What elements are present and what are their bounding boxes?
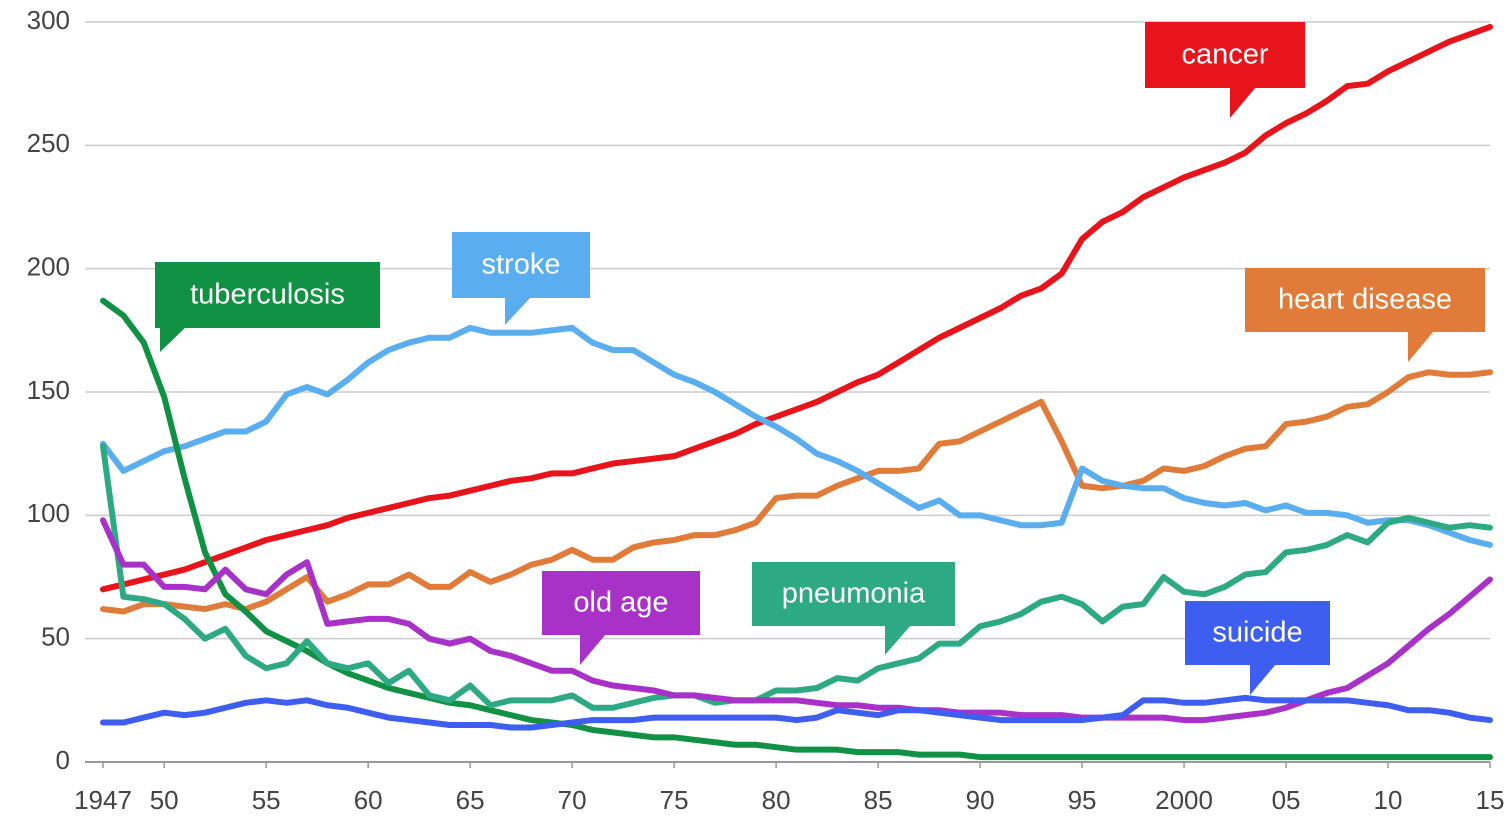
callout-pointer	[580, 634, 606, 665]
callout-pointer	[505, 297, 531, 325]
x-tick-label: 55	[252, 785, 281, 815]
callout-label: heart disease	[1278, 284, 1452, 316]
series-line	[100, 324, 1493, 548]
y-tick-label: 250	[27, 128, 70, 158]
callout: tuberculosis	[155, 262, 380, 352]
callout-box	[752, 562, 955, 626]
callout-label: cancer	[1181, 39, 1268, 71]
callout-label: tuberculosis	[190, 279, 345, 311]
x-tick-label: 50	[150, 785, 179, 815]
x-tick-label: 10	[1374, 785, 1403, 815]
x-tick-label: 65	[456, 785, 485, 815]
y-tick-label: 50	[41, 622, 70, 652]
callout-box	[155, 262, 380, 328]
callout-pointer	[885, 625, 911, 655]
callout: heart disease	[1245, 268, 1485, 362]
callout-label: suicide	[1212, 617, 1302, 649]
callout: old age	[542, 571, 700, 665]
callout: suicide	[1185, 601, 1330, 695]
y-tick-label: 200	[27, 252, 70, 282]
y-tick-label: 300	[27, 5, 70, 35]
callout-label: old age	[573, 587, 668, 619]
callout-pointer	[1230, 87, 1256, 118]
x-tick-label: 75	[660, 785, 689, 815]
x-tick-label: 15	[1476, 785, 1505, 815]
callout-pointer	[1250, 664, 1276, 695]
series-line	[100, 369, 1493, 615]
y-tick-label: 100	[27, 498, 70, 528]
callout-box	[1245, 268, 1485, 332]
y-tick-label: 0	[56, 745, 70, 775]
x-tick-label: 90	[966, 785, 995, 815]
x-tick-label: 2000	[1155, 785, 1213, 815]
series-line	[100, 517, 1493, 724]
callout-label: pneumonia	[782, 578, 926, 610]
callout-label: stroke	[482, 249, 561, 281]
callout-box	[542, 571, 700, 635]
series-line	[100, 694, 1493, 731]
x-tick-label: 05	[1272, 785, 1301, 815]
x-tick-label: 95	[1068, 785, 1097, 815]
callout: stroke	[452, 232, 590, 325]
callout-pointer	[1408, 331, 1434, 362]
x-tick-label: 70	[558, 785, 587, 815]
y-tick-label: 150	[27, 375, 70, 405]
x-tick-label: 1947	[74, 785, 132, 815]
series-line	[100, 443, 1493, 711]
callout-box	[1185, 601, 1330, 665]
callout: pneumonia	[752, 562, 955, 655]
x-tick-label: 80	[762, 785, 791, 815]
callout: cancer	[1145, 22, 1305, 118]
callout-pointer	[160, 327, 186, 352]
callout-box	[452, 232, 590, 298]
series-line	[100, 23, 1493, 593]
x-tick-label: 85	[864, 785, 893, 815]
callout-box	[1145, 22, 1305, 88]
x-tick-label: 60	[354, 785, 383, 815]
